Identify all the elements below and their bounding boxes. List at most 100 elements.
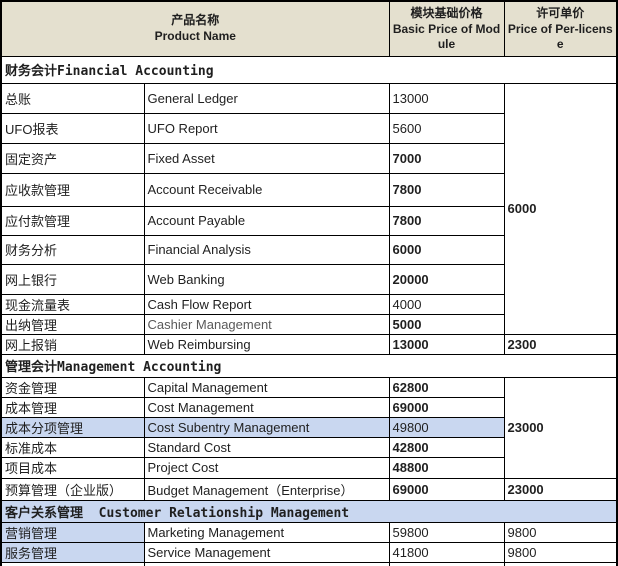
col-header-license-price-en: Price of Per-license [507,21,613,51]
cell-product-zh[interactable]: 应收款管理 [0,172,145,207]
table-row: 成本管理 Cost Management 69000 [0,396,617,418]
col-header-product-name[interactable]: 产品名称 Product Name [0,0,390,57]
cell-product-en[interactable]: Cashier Management [143,313,390,335]
cell-product-zh[interactable]: 标准成本 [0,436,145,458]
cell-module-price[interactable]: 48800 [388,456,505,479]
section-title-cell[interactable]: 财务会计Financial Accounting [0,55,618,84]
table-row: 应付款管理 Account Payable 7800 [0,205,617,236]
cell-module-price[interactable]: 6000 [388,234,505,265]
col-header-module-price-en: Basic Price of Module [392,21,501,51]
cell-module-price[interactable]: 13000 [388,82,505,114]
cell-product-zh[interactable]: 成本管理 [0,396,145,418]
cell-product-en[interactable]: Marketing Management [143,521,390,543]
cell-product-en[interactable]: Account Payable [143,205,390,236]
table-row: 财务分析 Financial Analysis 6000 [0,234,617,265]
cell-product-en[interactable]: Web Banking [143,263,390,295]
empty-cell [388,561,505,566]
section-title-cell[interactable]: 管理会计Management Accounting [0,353,618,378]
cell-license-price[interactable]: 9800 [503,521,618,543]
cell-module-price[interactable]: 69000 [388,477,505,501]
table-row: 服务管理 Service Management 41800 9800 [0,541,618,563]
cell-product-en[interactable]: Web Reimbursing [143,333,390,355]
cell-product-zh[interactable]: 总账 [0,82,145,114]
cell-product-en[interactable]: Fixed Asset [143,142,390,174]
cell-module-price[interactable]: 13000 [388,333,505,355]
section-title-en: Customer Relationship Management [83,505,350,521]
cell-product-zh[interactable]: 网上报销 [0,333,145,355]
section-title-en: Management Accounting [57,360,222,375]
cell-product-en[interactable]: Service Management [143,541,390,563]
col-header-module-price[interactable]: 模块基础价格 Basic Price of Module [388,0,505,57]
cell-module-price[interactable]: 4000 [388,293,505,315]
col-header-license-price-zh: 许可单价 [536,5,585,20]
col-header-module-price-zh: 模块基础价格 [410,5,483,20]
table-row: 预算管理（企业版） Budget Management（Enterprise） … [0,477,618,501]
cell-product-en[interactable]: General Ledger [143,82,390,114]
cell-module-price[interactable]: 7000 [388,142,505,174]
section-title-cell[interactable]: 客户关系管理 Customer Relationship Management [0,499,618,523]
table-row: 营销管理 Marketing Management 59800 9800 [0,521,618,543]
section-title-zh: 客户关系管理 [5,504,84,520]
cell-product-en[interactable]: Capital Management [143,376,390,398]
cell-product-zh[interactable]: 营销管理 [0,521,145,543]
cell-product-zh[interactable]: 财务分析 [0,234,145,265]
cell-module-price[interactable]: 49800 [388,416,505,438]
table-row: 固定资产 Fixed Asset 7000 [0,142,617,174]
cell-product-en[interactable]: Budget Management（Enterprise） [143,477,390,501]
cell-module-price[interactable]: 42800 [388,436,505,458]
cell-module-price[interactable]: 5000 [388,313,505,335]
cell-product-en[interactable]: Standard Cost [143,436,390,458]
cell-license-price[interactable]: 23000 [503,477,618,501]
cell-product-en[interactable]: Cost Management [143,396,390,418]
empty-cell [0,561,145,566]
cell-product-zh[interactable]: 出纳管理 [0,313,145,335]
cell-license-price[interactable]: 9800 [503,541,618,563]
cell-license-price-merged[interactable]: 23000 [503,376,618,479]
header-row: 产品名称 Product Name 模块基础价格 Basic Price of … [0,0,618,57]
cell-product-en[interactable]: Cost Subentry Management [143,416,390,438]
cell-product-zh[interactable]: 资金管理 [0,376,145,398]
col-header-product-name-zh: 产品名称 [171,13,220,28]
cell-module-price[interactable]: 7800 [388,172,505,207]
table-row: 项目成本 Project Cost 48800 [0,456,617,479]
section-title-en: Financial Accounting [57,64,214,79]
col-header-product-name-en: Product Name [154,28,236,43]
cell-product-zh[interactable]: 项目成本 [0,456,145,479]
cell-product-zh[interactable]: 服务管理 [0,541,145,563]
table-row: 现金流量表 Cash Flow Report 4000 [0,293,617,315]
table-row-highlighted: 成本分项管理 Cost Subentry Management 49800 [0,416,617,438]
cell-product-en[interactable]: Account Receivable [143,172,390,207]
section-title-zh: 管理会计 [5,359,58,374]
cell-product-zh[interactable]: 应付款管理 [0,205,145,236]
empty-cell [503,561,618,566]
cell-license-price-merged[interactable]: 6000 [503,82,618,335]
section-row-financial-accounting: 财务会计Financial Accounting [0,55,618,84]
cell-product-en[interactable]: Financial Analysis [143,234,390,265]
cell-module-price[interactable]: 5600 [388,112,505,144]
cell-product-zh[interactable]: 预算管理（企业版） [0,477,145,501]
cell-module-price[interactable]: 59800 [388,521,505,543]
table-row: UFO报表 UFO Report 5600 [0,112,617,144]
empty-cell [143,561,390,566]
cell-module-price[interactable]: 7800 [388,205,505,236]
cell-product-zh[interactable]: 现金流量表 [0,293,145,315]
table-row: 标准成本 Standard Cost 42800 [0,436,617,458]
cell-product-en[interactable]: Cash Flow Report [143,293,390,315]
cell-module-price[interactable]: 69000 [388,396,505,418]
cell-product-en[interactable]: UFO Report [143,112,390,144]
cell-license-price[interactable]: 2300 [503,333,618,355]
cell-product-en[interactable]: Project Cost [143,456,390,479]
cell-module-price[interactable]: 62800 [388,376,505,398]
cell-product-zh[interactable]: 网上银行 [0,263,145,295]
cell-module-price[interactable]: 20000 [388,263,505,295]
table-row: 资金管理 Capital Management 62800 23000 [0,376,618,479]
table-row: 应收款管理 Account Receivable 7800 [0,172,617,207]
cell-product-zh[interactable]: UFO报表 [0,112,145,144]
section-row-customer-relationship-management: 客户关系管理 Customer Relationship Management [0,499,618,523]
cell-module-price[interactable]: 41800 [388,541,505,563]
cell-product-zh[interactable]: 成本分项管理 [0,416,145,438]
col-header-license-price[interactable]: 许可单价 Price of Per-license [503,0,618,57]
section-row-management-accounting: 管理会计Management Accounting [0,353,618,378]
cell-product-zh[interactable]: 固定资产 [0,142,145,174]
table-row: 网上报销 Web Reimbursing 13000 2300 [0,333,618,355]
